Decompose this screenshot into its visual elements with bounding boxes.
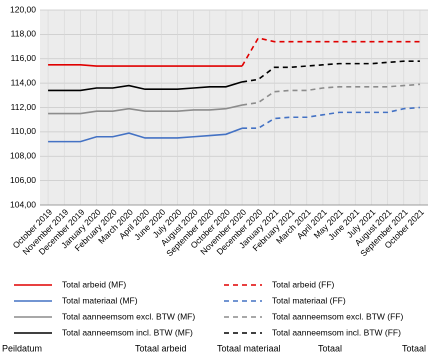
legend-label: Total aanneemsom incl. BTW (MF) (62, 327, 193, 337)
y-tick-label: 112,00 (11, 102, 37, 112)
legend-label: Total aanneemsom excl. BTW (MF) (62, 311, 195, 321)
legend-label: Total arbeid (FF) (272, 279, 335, 289)
legend-label: Total aanneemsom incl. BTW (FF) (272, 327, 401, 337)
y-tick-label: 110,00 (11, 126, 37, 136)
y-tick-label: 106,00 (10, 175, 36, 185)
legend-label: Total materiaal (FF) (272, 295, 346, 305)
legend-label: Total materiaal (MF) (62, 295, 138, 305)
table-header: Peildatum (2, 343, 42, 353)
table-header: Totaal materiaal (217, 343, 281, 353)
y-tick-label: 114,00 (11, 77, 37, 87)
y-tick-label: 120,00 (10, 4, 36, 14)
legend-label: Total arbeid (MF) (62, 279, 126, 289)
y-tick-label: 104,00 (10, 199, 36, 209)
legend-label: Total aanneemsom excl. BTW (FF) (272, 311, 403, 321)
chart: Peildatum Totaal arbeid Totaal materiaal… (0, 0, 436, 356)
y-tick-label: 108,00 (10, 151, 36, 161)
table-header: Totaal arbeid (135, 343, 187, 353)
table-header: Totaal (402, 343, 426, 353)
y-tick-label: 118,00 (11, 29, 37, 39)
table-header: Totaal (318, 343, 342, 353)
y-tick-label: 116,00 (11, 53, 37, 63)
